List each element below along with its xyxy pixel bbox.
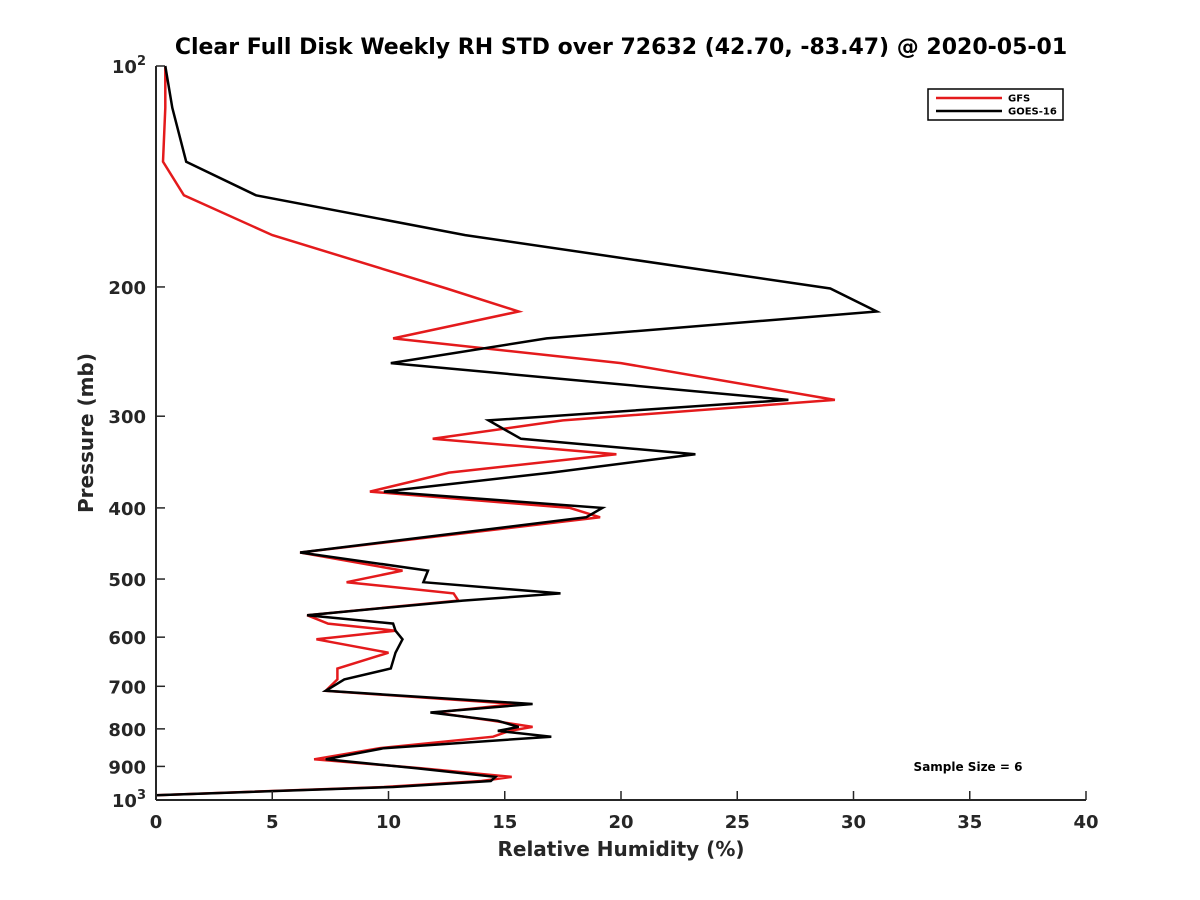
y-tick-label: 500 [108,570,146,591]
y-tick-label: 103 [112,788,146,812]
y-tick-label: 200 [108,278,146,299]
y-tick-label: 700 [108,677,146,698]
legend: GFS GOES-16 [927,88,1064,121]
x-axis-title: Relative Humidity (%) [497,837,744,861]
x-ticks: 0 5 10 15 20 25 30 35 40 [150,791,1099,833]
y-tick-label: 400 [108,499,146,520]
chart-title: Clear Full Disk Weekly RH STD over 72632… [175,35,1067,60]
x-tick-label: 35 [957,812,982,833]
x-tick-label: 15 [492,812,517,833]
x-tick-label: 20 [608,812,633,833]
sample-size-annotation: Sample Size = 6 [914,760,1023,774]
y-tick-label: 800 [108,720,146,741]
x-tick-label: 30 [841,812,866,833]
y-tick-label: 600 [108,628,146,649]
series-layer [155,65,882,797]
y-ticks: 102 200 300 400 500 600 700 800 900 103 [108,54,165,812]
legend-box [927,88,1064,121]
series-line-goes16 [155,65,882,797]
x-tick-label: 10 [376,812,401,833]
x-tick-label: 0 [150,812,163,833]
x-tick-label: 25 [725,812,750,833]
y-tick-label: 300 [108,407,146,428]
y-tick-label: 102 [112,54,146,78]
x-tick-label: 40 [1073,812,1098,833]
y-tick-label: 900 [108,757,146,778]
legend-label-gfs: GFS [1008,94,1030,105]
x-tick-label: 5 [266,812,279,833]
y-axis-title: Pressure (mb) [74,353,98,513]
legend-label-goes16: GOES-16 [1008,107,1057,118]
